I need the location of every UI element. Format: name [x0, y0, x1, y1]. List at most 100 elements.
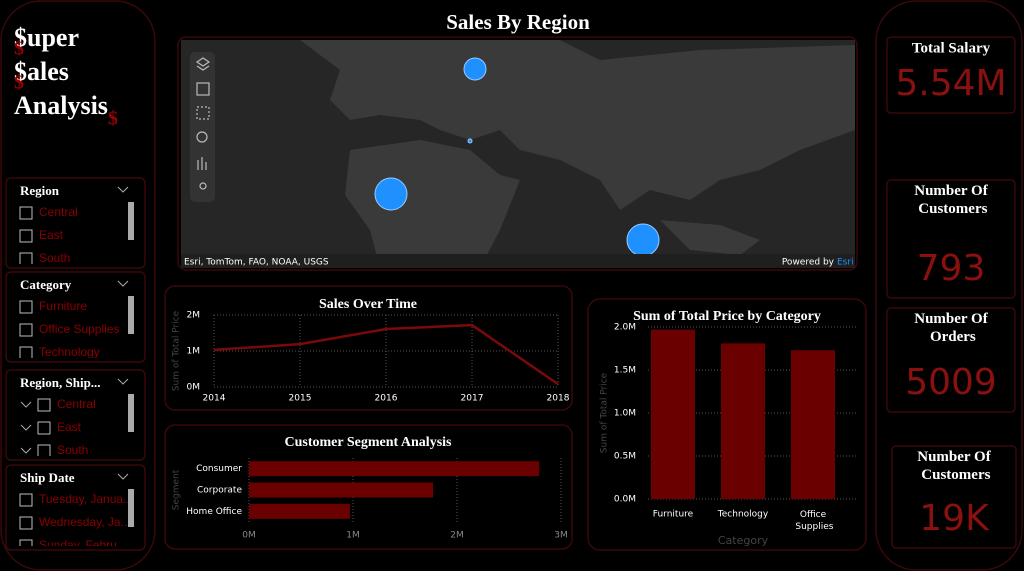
y-tick-label: 1.0M [614, 409, 636, 419]
brand-mark: $ [14, 38, 24, 60]
text-line: Office [800, 510, 827, 520]
slicer-chevron[interactable] [117, 473, 129, 480]
x-tick-label: 1M [346, 531, 360, 541]
slicer-item[interactable]: East [57, 420, 82, 434]
expand-chevron[interactable] [20, 401, 32, 408]
scrollbar[interactable] [128, 202, 134, 240]
x-tick-label: 2014 [203, 394, 226, 404]
slicer-item[interactable]: Furniture [39, 299, 87, 313]
x-tick-label: 2018 [547, 394, 570, 404]
map-toolbar[interactable] [190, 52, 215, 202]
brand-line: $uper [14, 23, 79, 52]
checkbox[interactable] [37, 421, 51, 435]
scrollbar[interactable] [128, 296, 134, 334]
select-icon[interactable] [196, 106, 210, 120]
checkbox[interactable] [19, 252, 33, 265]
slicer-title: Region, Ship... [20, 375, 101, 390]
x-tick-label: 3M [554, 531, 568, 541]
checkbox[interactable] [37, 444, 51, 457]
checkbox[interactable] [19, 539, 33, 552]
slicer-item[interactable]: Office Supplies [39, 322, 120, 336]
powered-by-link[interactable]: Esri [837, 258, 854, 268]
kpi-label: Number Of Customers [914, 183, 988, 217]
bar[interactable] [721, 343, 765, 499]
bubble[interactable] [467, 138, 473, 144]
checkbox[interactable] [37, 398, 51, 412]
bar[interactable] [249, 482, 434, 498]
expand-chevron[interactable] [20, 424, 32, 431]
y-tick-label: Corporate [197, 486, 242, 496]
bar[interactable] [249, 503, 350, 519]
bubble[interactable] [374, 177, 408, 211]
bar[interactable] [651, 329, 695, 499]
kpi-card [886, 307, 1016, 413]
slicer-item[interactable]: East [39, 228, 64, 242]
slicer-item[interactable]: South [57, 443, 88, 457]
y-tick-label: 2M [187, 311, 201, 321]
text-line: Customers [915, 201, 988, 217]
slicer-box [5, 369, 146, 461]
bar[interactable] [249, 461, 540, 477]
bar-panel [587, 298, 867, 551]
kpi-label: Total Salary [912, 40, 991, 56]
scrollbar[interactable] [128, 394, 134, 432]
y-tick-label: 1M [187, 347, 201, 357]
kpi-card [886, 179, 1016, 299]
line-series [213, 323, 559, 386]
x-tick-label: 2016 [375, 394, 398, 404]
checkbox[interactable] [19, 493, 33, 507]
slicer-items: Central East South [19, 205, 78, 265]
x-tick-label: 2M [450, 531, 464, 541]
slicer-item[interactable]: South [39, 251, 70, 265]
y-tick-label: Consumer [196, 464, 242, 474]
checkbox[interactable] [19, 229, 33, 243]
scrollbar[interactable] [128, 489, 134, 527]
layers-icon[interactable] [195, 57, 211, 71]
qr-icon[interactable] [196, 82, 210, 96]
powered-by: Powered by [782, 258, 835, 268]
slicer-title: Ship Date [20, 470, 75, 485]
expand-chevron[interactable] [20, 447, 32, 454]
chart-title: Sales Over Time [319, 297, 417, 312]
slicer-item[interactable]: Wednesday, Ja... [39, 515, 131, 529]
brand-line: $ales [14, 57, 69, 86]
hbar-panel [164, 424, 573, 550]
search-icon[interactable] [196, 131, 208, 143]
map-tools [195, 57, 211, 190]
checkbox[interactable] [19, 516, 33, 530]
bar[interactable] [791, 350, 835, 499]
slicer-box [5, 177, 146, 269]
eurasia [300, 40, 855, 210]
left-panel [0, 0, 156, 571]
slicer-chevron[interactable] [117, 280, 129, 287]
person-icon[interactable] [199, 182, 207, 190]
slicer: Ship Date Tuesday, Janua... Wednesday, Ja.… [5, 464, 146, 552]
slicer-item[interactable]: Sunday, Febru... [39, 538, 127, 552]
bubble[interactable] [626, 223, 660, 257]
y-tick-label: 0.5M [614, 452, 636, 462]
slicer-item[interactable]: Tuesday, Janua... [39, 492, 133, 506]
slicer-item[interactable]: Central [57, 397, 96, 411]
brand-line: Analysis [14, 91, 108, 120]
checkbox[interactable] [19, 323, 33, 337]
chart-title: Sum of Total Price by Category [633, 309, 821, 324]
bubble[interactable] [463, 57, 487, 81]
slicer-items: Tuesday, Janua... Wednesday, Ja... Sunday,… [19, 492, 133, 552]
checkbox[interactable] [19, 346, 33, 359]
x-tick-label: 2017 [461, 394, 484, 404]
slicer-item[interactable]: Technology [39, 345, 100, 359]
text-line: Number Of [914, 183, 988, 199]
bars-icon[interactable] [197, 157, 207, 170]
checkbox[interactable] [19, 206, 33, 220]
y-tick-label: Home Office [186, 507, 242, 517]
slicer-chevron[interactable] [117, 378, 129, 385]
line-panel [164, 285, 573, 411]
slicer-item[interactable]: Central [39, 205, 78, 219]
checkbox[interactable] [19, 300, 33, 314]
slicer: Region Central East South [5, 177, 146, 269]
slicer-chevron[interactable] [117, 186, 129, 193]
map-title: Sales By Region [446, 10, 590, 34]
islands [660, 220, 760, 255]
brand-mark: $ [108, 108, 118, 130]
